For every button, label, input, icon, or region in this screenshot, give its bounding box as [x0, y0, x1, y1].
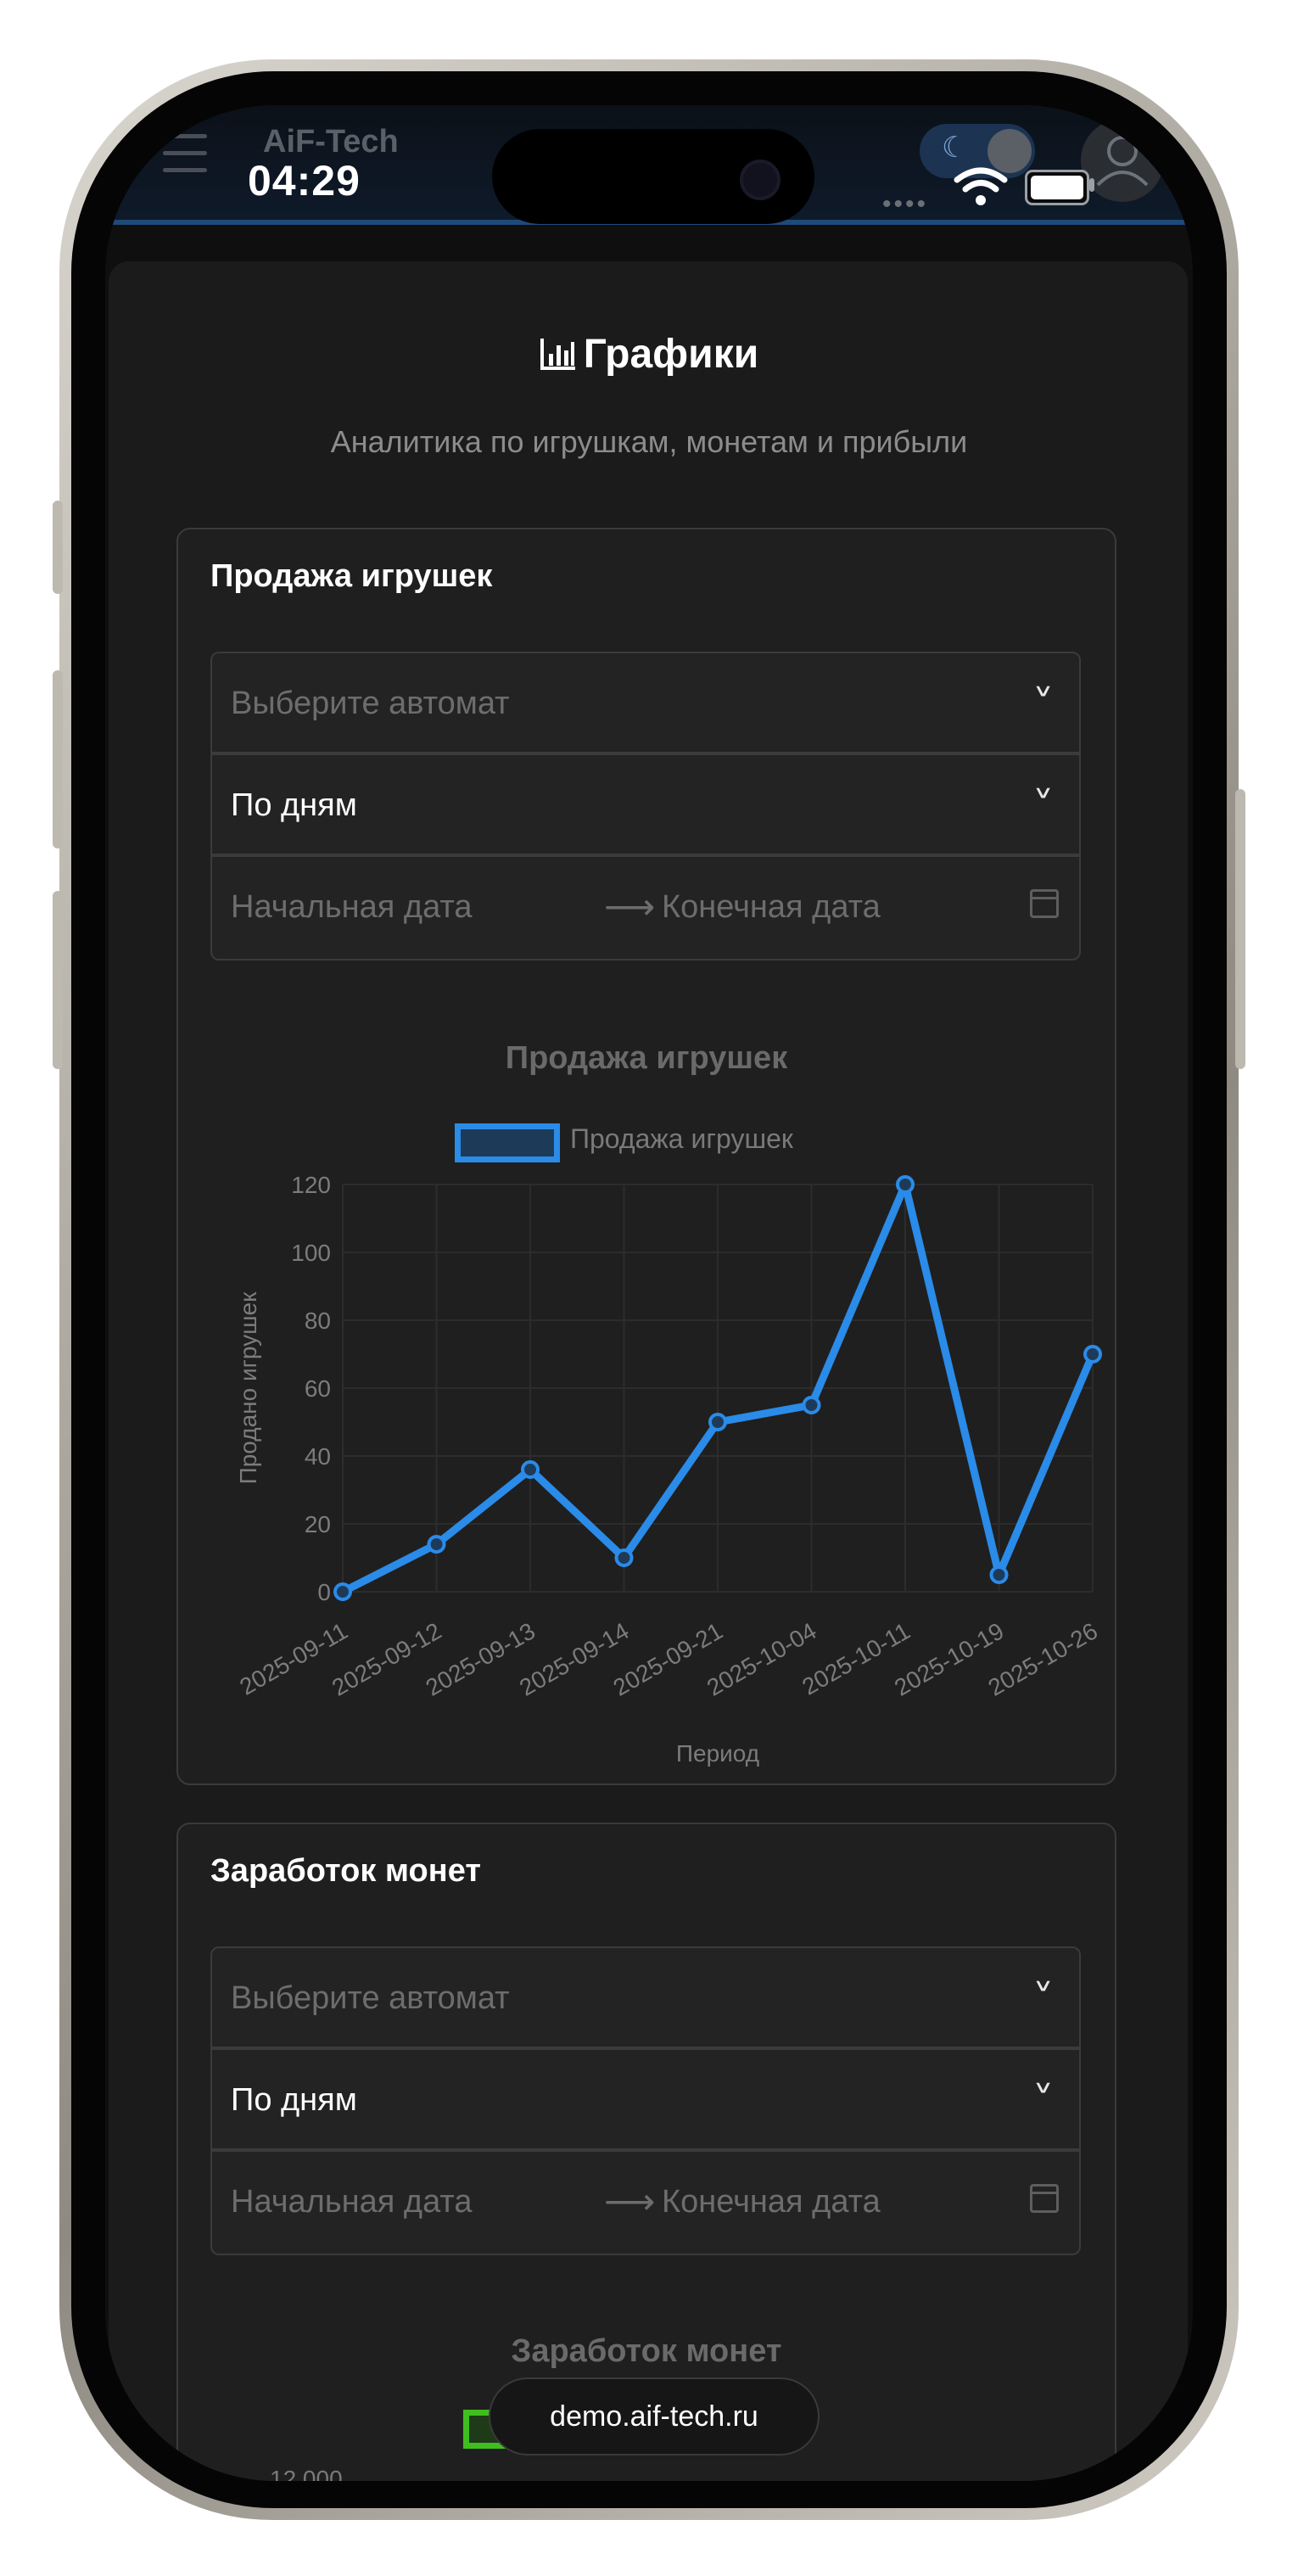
y-axis-title: Продано игрушек	[235, 1291, 261, 1485]
data-point	[708, 1413, 727, 1431]
side-button-volume-down	[53, 891, 63, 1069]
y-tick-label: 12 000	[270, 2466, 343, 2481]
front-camera	[740, 160, 780, 200]
moon-icon: ☾	[942, 132, 968, 164]
toy-sales-card: Продажа игрушек Выберите автомат ∨ По дн…	[176, 528, 1116, 1785]
machine-select[interactable]: Выберите автомат ∨	[210, 1946, 1081, 2048]
period-select[interactable]: По дням ∨	[210, 2048, 1081, 2150]
card-title: Продажа игрушек	[210, 558, 493, 594]
calendar-icon[interactable]	[1030, 889, 1059, 918]
status-time: 04:29	[248, 157, 361, 204]
side-button-volume-up	[53, 670, 63, 848]
hamburger-icon[interactable]	[163, 134, 207, 175]
brand-logo[interactable]: AiF-Tech	[263, 124, 399, 160]
end-date-input[interactable]: Конечная дата	[662, 2184, 881, 2220]
theme-toggle-knob	[987, 129, 1032, 173]
user-icon[interactable]	[1081, 119, 1164, 202]
y-tick-label: 120	[291, 1172, 331, 1198]
page-title: Графики	[105, 331, 1193, 378]
card-title: Заработок монет	[210, 1853, 481, 1889]
chevron-down-icon: ∨	[1032, 680, 1054, 701]
data-point	[896, 1175, 915, 1194]
battery-icon	[1025, 170, 1089, 205]
arrow-right-icon: ⟶	[604, 2181, 656, 2221]
machine-select-placeholder: Выберите автомат	[231, 1980, 510, 2016]
legend-swatch[interactable]	[455, 1123, 560, 1162]
y-tick-label: 60	[305, 1375, 331, 1402]
date-range-picker[interactable]: Начальная дата ⟶ Конечная дата	[210, 2150, 1081, 2255]
start-date-input[interactable]: Начальная дата	[231, 889, 473, 925]
y-tick-label: 0	[317, 1579, 331, 1605]
side-button-action	[53, 501, 63, 594]
data-point	[989, 1565, 1009, 1584]
chevron-down-icon: ∨	[1032, 2077, 1054, 2097]
signal-icon: ••••	[882, 190, 929, 218]
y-tick-label: 40	[305, 1443, 331, 1470]
chevron-down-icon: ∨	[1032, 1975, 1054, 1996]
wifi-icon	[954, 167, 1008, 205]
data-point	[521, 1460, 540, 1479]
machine-select-placeholder: Выберите автомат	[231, 686, 510, 721]
arrow-right-icon: ⟶	[604, 887, 656, 927]
chart-title: Заработок монет	[511, 2333, 782, 2369]
data-point	[614, 1548, 634, 1567]
data-point	[333, 1582, 352, 1601]
machine-select[interactable]: Выберите автомат ∨	[210, 652, 1081, 753]
start-date-input[interactable]: Начальная дата	[231, 2184, 473, 2220]
data-point	[1083, 1345, 1102, 1364]
calendar-icon[interactable]	[1030, 2184, 1059, 2213]
chart-title: Продажа игрушек	[505, 1040, 788, 1076]
period-select-value: По дням	[231, 787, 357, 823]
legend-label[interactable]: Продажа игрушек	[570, 1123, 793, 1154]
y-tick-label: 80	[305, 1308, 331, 1334]
page-subtitle: Аналитика по игрушкам, монетам и прибыли	[330, 424, 968, 459]
browser-url-bar[interactable]: demo.aif-tech.ru	[489, 2377, 820, 2456]
data-point	[427, 1535, 446, 1554]
period-select-value: По дням	[231, 2082, 357, 2118]
phone-screen: AiF-Tech 04:29 ☾ •••• Графики Аналитика …	[105, 105, 1193, 2481]
end-date-input[interactable]: Конечная дата	[662, 889, 881, 925]
period-select[interactable]: По дням ∨	[210, 753, 1081, 855]
side-button-power	[1235, 789, 1245, 1069]
app-header: AiF-Tech 04:29 ☾	[105, 105, 1193, 225]
data-point	[802, 1396, 821, 1414]
bar-chart-icon	[540, 339, 575, 370]
page-title-text: Графики	[583, 332, 759, 377]
coin-earnings-card: Заработок монет Выберите автомат ∨ По дн…	[176, 1823, 1116, 2481]
y-tick-label: 100	[291, 1240, 331, 1266]
toy-sales-chart: 0204060801001202025-09-112025-09-122025-…	[235, 1172, 1102, 1767]
y-tick-label: 20	[305, 1511, 331, 1537]
battery-tip	[1089, 178, 1094, 192]
chevron-down-icon: ∨	[1032, 782, 1054, 803]
x-axis-title: Период	[676, 1740, 759, 1767]
date-range-picker[interactable]: Начальная дата ⟶ Конечная дата	[210, 855, 1081, 960]
